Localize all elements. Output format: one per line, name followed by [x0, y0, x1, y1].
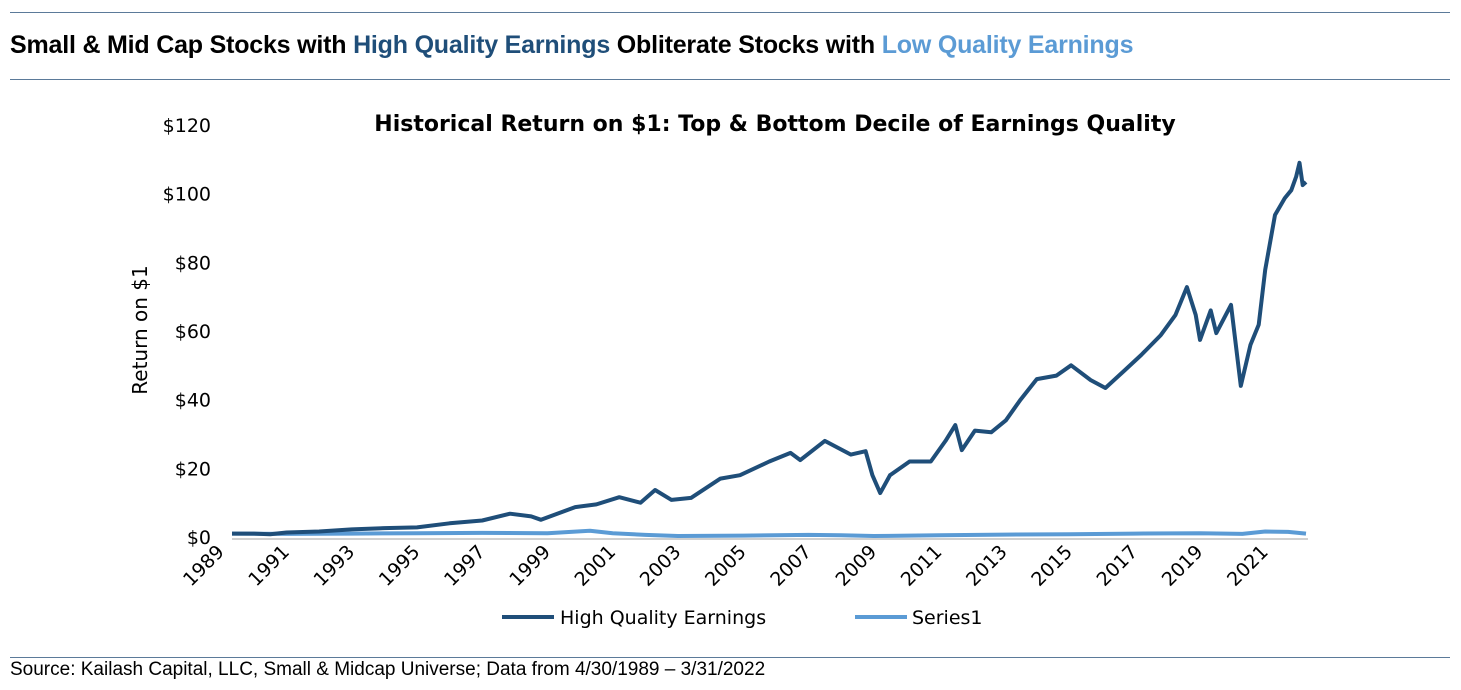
legend-label-series1: Series1	[912, 607, 983, 629]
x-tick-label: 1999	[505, 541, 555, 591]
x-tick-label: 2013	[962, 541, 1012, 591]
x-tick-label: 2005	[701, 541, 751, 591]
headline-high-quality: High Quality Earnings	[353, 31, 611, 59]
y-tick-label: $40	[175, 390, 211, 412]
y-axis-label: Return on $1	[128, 265, 152, 394]
y-tick-label: $60	[175, 321, 211, 343]
legend: High Quality Earnings Series1	[502, 607, 983, 629]
top-rule	[10, 12, 1450, 13]
y-tick-label: $0	[187, 527, 211, 549]
x-tick-label: 2001	[571, 541, 621, 591]
footer-rule	[10, 657, 1450, 658]
x-tick-label: 1993	[310, 541, 360, 591]
x-tick-label: 1997	[440, 541, 490, 591]
headline-text: Small & Mid Cap Stocks with	[10, 31, 354, 59]
headline-text: Obliterate Stocks with	[610, 31, 882, 59]
headline: Small & Mid Cap Stocks with High Quality…	[10, 31, 1133, 60]
header-bottom-rule	[10, 79, 1450, 80]
x-tick-label: 2021	[1223, 541, 1273, 591]
x-tick-label: 2003	[636, 541, 686, 591]
chart-title: Historical Return on $1: Top & Bottom De…	[374, 112, 1175, 137]
series-line-series1	[231, 528, 1307, 538]
y-tick-label: $80	[175, 252, 211, 274]
x-tick-label: 1991	[244, 541, 294, 591]
x-tick-label: 2015	[1027, 541, 1077, 591]
y-tick-label: $100	[163, 184, 211, 206]
source-note: Source: Kailash Capital, LLC, Small & Mi…	[10, 659, 766, 680]
x-tick-label: 2011	[897, 541, 947, 591]
legend-label-high-quality: High Quality Earnings	[560, 607, 766, 629]
x-tick-label: 1995	[375, 541, 425, 591]
y-tick-label: $20	[175, 458, 211, 480]
y-tick-label: $120	[163, 115, 211, 137]
x-tick-label: 2019	[1158, 541, 1208, 591]
series-line-high-quality-earnings	[232, 160, 1308, 537]
headline-low-quality: Low Quality Earnings	[881, 31, 1134, 59]
x-tick-label: 2007	[766, 541, 816, 591]
x-tick-label: 2017	[1093, 541, 1143, 591]
x-tick-label: 2009	[832, 541, 882, 591]
